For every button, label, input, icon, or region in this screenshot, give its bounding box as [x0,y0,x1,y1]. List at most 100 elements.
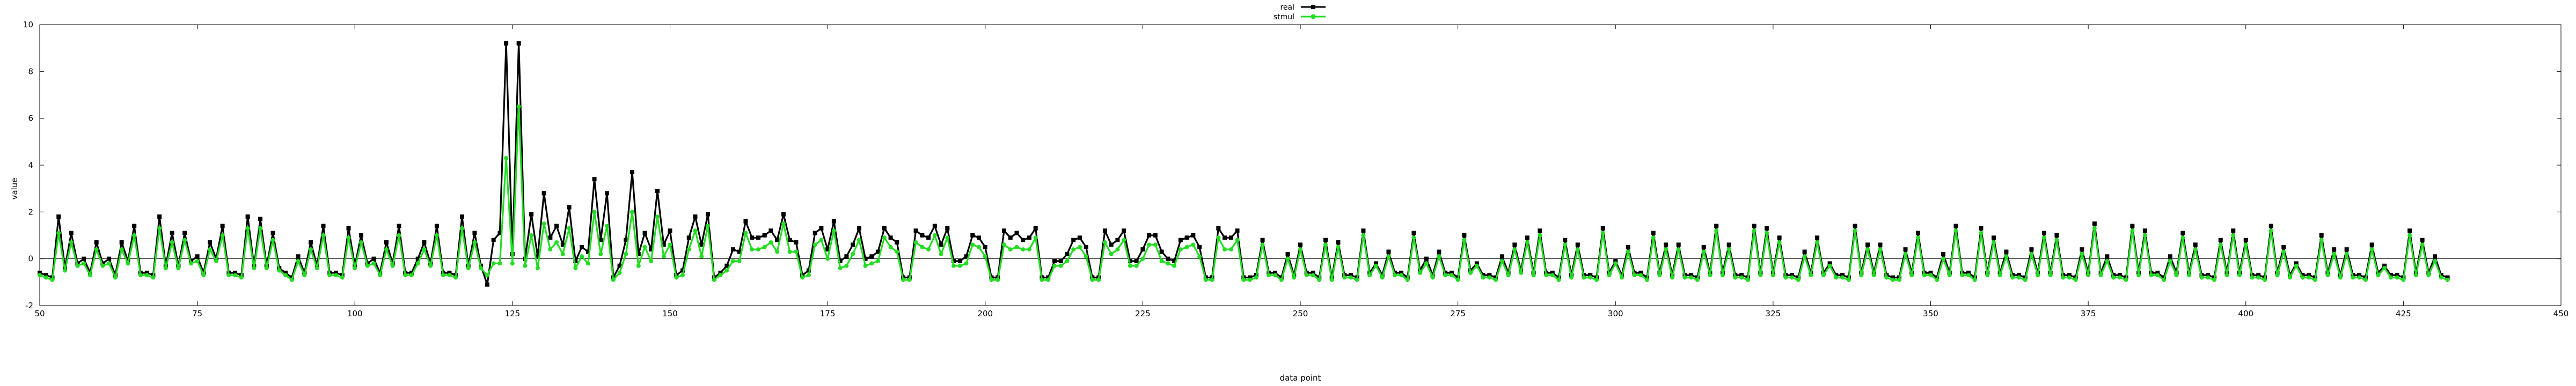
data-point-real [1058,259,1063,264]
data-point-real [1184,235,1189,240]
data-point-stmul [680,273,685,278]
data-point-real [1166,256,1170,261]
data-point-stmul [2124,277,2128,282]
data-point-real [1172,259,1177,264]
data-point-real [586,249,590,254]
data-point-stmul [945,235,950,240]
data-point-stmul [932,233,937,237]
data-point-stmul [1594,277,1599,282]
data-point-stmul [1701,249,1706,254]
data-point-stmul [447,273,452,278]
data-point-stmul [2010,275,2015,280]
data-point-real [334,270,339,275]
data-point-stmul [327,273,332,278]
data-point-real [516,41,521,46]
data-point-real [1538,228,1542,233]
data-point-real [2407,228,2412,233]
data-point-stmul [693,228,698,233]
data-point-stmul [1897,277,1901,282]
data-point-stmul [2080,251,2084,256]
data-point-real [2092,221,2097,226]
data-point-stmul [831,228,836,233]
data-point-stmul [1311,273,1315,278]
data-point-real [422,240,427,245]
data-point-real [2155,270,2160,275]
data-point-stmul [2376,273,2381,278]
legend-label-stmul: stmul [1274,13,1294,21]
data-point-stmul [1682,275,1687,280]
data-point-stmul [636,263,641,268]
data-point-real [1765,226,1769,231]
data-point-stmul [806,273,811,278]
data-point-stmul [813,242,817,247]
data-point-real [2256,273,2261,278]
data-point-stmul [1947,273,1952,278]
data-point-stmul [472,240,477,245]
data-point-real [844,254,849,259]
data-point-real [2218,237,2223,242]
data-point-stmul [1928,273,1933,278]
data-point-stmul [1619,275,1624,280]
data-point-stmul [1997,273,2002,278]
data-point-real [1437,249,1441,254]
data-point-real [724,263,729,268]
data-point-real [756,235,760,240]
data-point-stmul [453,275,458,280]
data-point-stmul [1531,273,1536,278]
data-point-stmul [1134,263,1139,268]
data-point-real [769,228,773,233]
data-point-stmul [1745,277,1750,282]
data-point-real [1853,224,1857,228]
data-point-stmul [2287,275,2292,280]
data-point-stmul [144,273,149,278]
data-point-real [1991,235,1996,240]
data-point-stmul [661,254,666,259]
data-point-stmul [1859,273,1864,278]
data-point-real [1462,233,1467,237]
data-point-stmul [2136,273,2141,278]
data-point-stmul [2363,277,2368,282]
data-point-stmul [1443,273,1448,278]
data-point-stmul [1184,244,1189,249]
y-tick-label: -2 [25,301,33,310]
data-point-stmul [598,251,603,256]
data-point-stmul [895,249,899,254]
data-point-stmul [1430,275,1435,280]
data-point-stmul [1077,244,1082,249]
legend-marker-real [1311,5,1315,9]
data-point-real [1071,237,1076,242]
data-point-stmul [1355,277,1359,282]
data-point-stmul [1884,275,1889,280]
data-point-stmul [43,275,48,280]
data-point-stmul [541,221,546,226]
x-tick-label: 50 [34,309,45,318]
data-point-stmul [1878,247,1883,252]
data-point-stmul [491,261,496,266]
data-point-real [1014,231,1019,235]
data-point-stmul [1317,277,1322,282]
data-point-stmul [1544,273,1549,278]
data-point-real [1588,273,1593,278]
data-point-stmul [1525,240,1529,245]
data-point-stmul [926,247,931,252]
data-point-real [1878,242,1883,247]
data-point-real [107,256,112,261]
data-point-real [1348,273,1353,278]
data-point-real [119,240,124,245]
data-point-real [882,226,887,231]
data-point-stmul [2105,259,2110,264]
data-point-stmul [1298,247,1302,252]
data-point-stmul [989,277,994,282]
data-point-stmul [403,273,408,278]
data-point-stmul [346,235,351,240]
data-point-stmul [775,249,780,254]
data-point-real [1084,244,1088,249]
data-point-real [2433,254,2438,259]
x-tick-label: 350 [1923,309,1938,318]
data-point-real [384,240,389,245]
data-point-real [1726,242,1731,247]
data-point-stmul [1916,235,1921,240]
data-point-stmul [1424,261,1429,266]
data-point-stmul [535,266,540,271]
data-point-stmul [1197,254,1202,259]
